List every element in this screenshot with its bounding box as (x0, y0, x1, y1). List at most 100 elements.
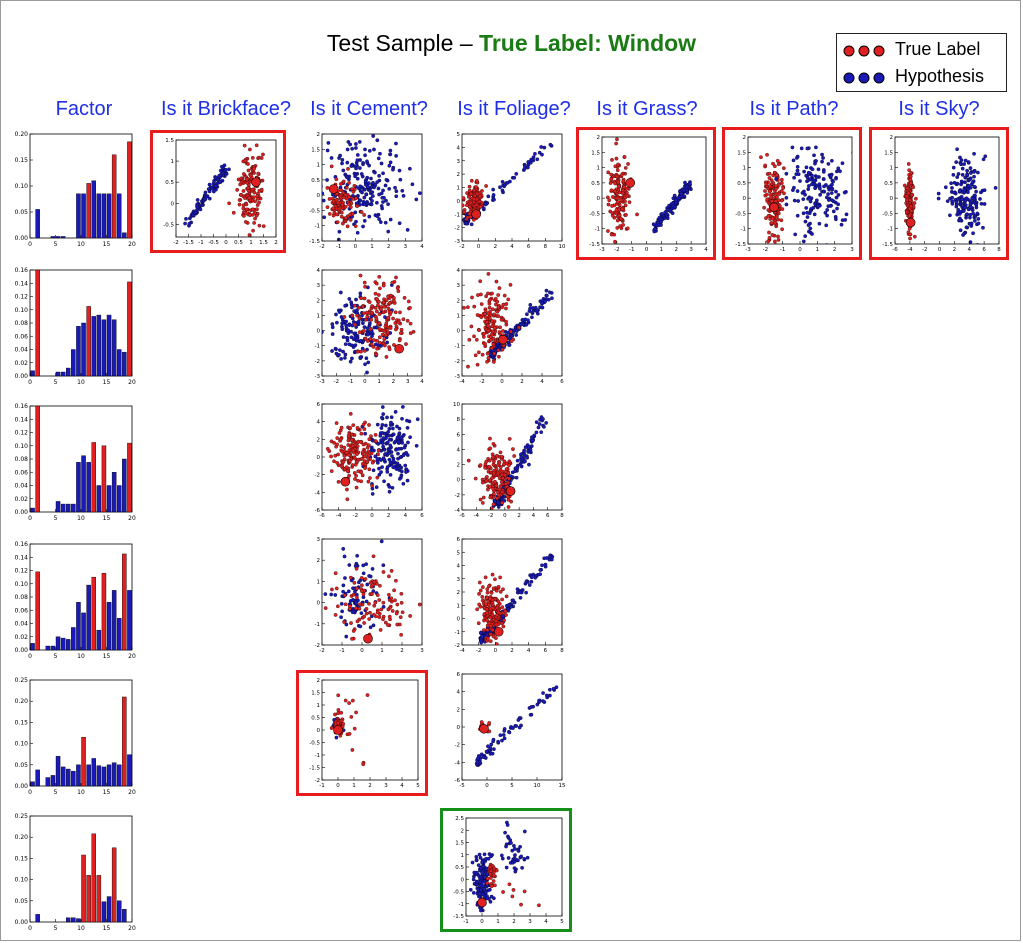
test-sample-marker (905, 217, 916, 228)
scatter-point (354, 606, 358, 611)
scatter-point (355, 176, 360, 181)
scatter-point (373, 291, 378, 296)
scatter-point (354, 160, 359, 165)
scatter-point (831, 179, 835, 184)
y-tick-label: 0 (457, 199, 461, 205)
scatter-point (956, 207, 961, 212)
scatter-point (820, 159, 824, 164)
scatter-point (387, 447, 392, 452)
scatter-point (462, 196, 466, 200)
scatter-point (246, 186, 250, 190)
y-tick-label: 1.5 (884, 150, 893, 156)
scatter-point (500, 738, 504, 743)
y-tick-label: 6 (457, 672, 461, 678)
panel-cement-1: -2 -1 0 1 2 3 4 -1.5 -1 -0.5 0 0.5 1 1.5 2 (296, 130, 428, 253)
scatter-point (361, 422, 366, 427)
scatter-point (975, 243, 980, 244)
plot-area (29, 133, 133, 239)
bar (81, 322, 86, 377)
title-true-label: True Label: Window (479, 30, 697, 56)
y-tick-label: 6 (457, 537, 461, 543)
scatter-point (348, 205, 353, 209)
y-tick-label: 0.5 (737, 181, 746, 187)
y-tick-label: 1 (457, 313, 461, 319)
scatter-point (501, 329, 505, 333)
bar (91, 833, 96, 923)
panel-factor-4: 0 5 10 15 20 0.00 0.02 0.04 0.06 0.08 0.10 0.12 0.14… (8, 540, 138, 662)
scatter-point (831, 209, 836, 214)
y-tick-label: 0.00 (15, 919, 29, 926)
scatter-point (243, 220, 248, 224)
scatter-point (367, 617, 371, 621)
scatter-point (406, 440, 410, 445)
y-tick-label: -1 (595, 227, 600, 233)
x-tick-label: 1 (660, 247, 664, 253)
scatter-point (491, 187, 496, 192)
scatter-point (488, 872, 493, 876)
scatter-point (371, 623, 376, 628)
x-tick-label: -2 (459, 244, 464, 250)
scatter-point (346, 331, 351, 335)
panel-cement-5: -1 0 1 2 3 4 5 -2 -1.5 -1 -0.5 0 0.5 1 1.5 2 (296, 670, 428, 796)
scatter-point (340, 202, 345, 207)
panel-cement-4: -2 -1 0 1 2 3 -2 -1 0 1 2 3 (296, 535, 428, 657)
scatter-point (336, 711, 341, 716)
column-heading-path: Is it Path? (749, 98, 839, 120)
scatter-point (469, 324, 474, 329)
scatter-point (503, 182, 508, 187)
scatter-point (488, 436, 492, 441)
scatter-point (907, 168, 912, 172)
scatter-point (341, 349, 345, 354)
scatter-point (344, 634, 349, 639)
scatter-point (518, 462, 523, 467)
bar (117, 617, 122, 651)
scatter-point (387, 614, 392, 619)
scatter-point (791, 188, 795, 193)
scatter-point (370, 190, 375, 195)
y-tick-label: 0.20 (15, 131, 29, 138)
scatter-point (388, 443, 393, 448)
scatter-point (378, 340, 382, 345)
scatter-point (399, 327, 404, 332)
scatter-point (367, 214, 372, 219)
scatter-point (955, 147, 959, 152)
legend-red-dots-icon (843, 45, 885, 57)
scatter-point (329, 454, 333, 459)
scatter-point (465, 305, 470, 310)
x-tick-label: 2 (953, 247, 957, 253)
scatter-point (767, 236, 772, 240)
bar (60, 637, 66, 651)
scatter-point (483, 465, 487, 470)
scatter-point (387, 451, 391, 456)
scatter-point (341, 195, 346, 200)
scatter-point (238, 182, 243, 187)
x-tick-label: 0 (485, 783, 489, 789)
scatter-point (489, 346, 494, 350)
scatter-point (956, 172, 961, 176)
scatter-point (835, 206, 839, 211)
scatter-point (382, 479, 386, 484)
scatter-point (369, 318, 373, 322)
scatter-point (334, 177, 339, 182)
scatter-point (377, 472, 382, 477)
bar (76, 326, 81, 377)
scatter-point (770, 216, 775, 221)
y-tick-label: 0.10 (15, 443, 29, 450)
scatter-point (352, 581, 357, 585)
x-tick-label: 10 (77, 925, 85, 932)
y-tick-label: 4 (457, 447, 461, 453)
scatter-point (492, 266, 495, 269)
scatter-point (963, 180, 967, 185)
scatter-point (543, 562, 548, 567)
scatter-point (329, 592, 334, 597)
scatter-point (485, 351, 490, 356)
scatter-point (363, 362, 367, 367)
scatter-point (954, 199, 959, 204)
chart-factor-4: 0 5 10 15 200.000.020.040.060.080.100.120.14… (15, 541, 136, 660)
x-tick-label: 15 (103, 241, 111, 248)
bar (122, 232, 127, 239)
scatter-point (245, 181, 249, 185)
scatter-point (218, 168, 223, 173)
y-tick-label: 3 (457, 577, 461, 583)
